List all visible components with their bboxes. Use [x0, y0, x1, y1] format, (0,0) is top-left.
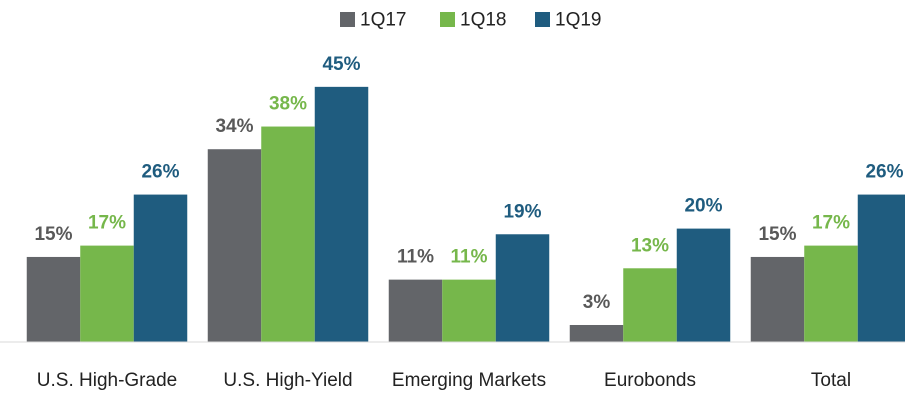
value-label: 13% — [631, 235, 669, 256]
legend-swatch — [340, 12, 355, 27]
legend-label: 1Q17 — [360, 10, 406, 31]
legend-swatch — [535, 12, 550, 27]
value-label: 15% — [758, 224, 796, 245]
value-label: 38% — [269, 94, 307, 115]
bar — [676, 228, 731, 342]
bar — [857, 194, 905, 342]
legend-label: 1Q19 — [555, 10, 601, 31]
value-label: 26% — [865, 162, 903, 183]
bar — [388, 279, 443, 342]
bar — [495, 234, 550, 342]
bar — [569, 324, 624, 342]
bar — [442, 279, 496, 342]
bar — [261, 126, 315, 342]
x-tick-label: Total — [810, 370, 852, 391]
bar — [623, 268, 677, 342]
legend-label: 1Q18 — [460, 10, 506, 31]
value-label: 17% — [88, 213, 126, 234]
bar — [804, 245, 858, 342]
x-tick-label: U.S. High-Yield — [223, 370, 353, 391]
bar — [26, 256, 81, 342]
value-label: 17% — [812, 213, 850, 234]
value-label: 11% — [451, 247, 488, 268]
x-tick-label: Emerging Markets — [391, 370, 547, 391]
bar — [207, 149, 262, 342]
bar — [314, 86, 369, 342]
value-label: 34% — [215, 116, 253, 137]
bar — [750, 256, 805, 342]
value-label: 20% — [684, 196, 722, 217]
bar — [133, 194, 188, 342]
value-label: 3% — [583, 292, 611, 313]
x-tick-label: Eurobonds — [604, 370, 696, 391]
value-label: 15% — [34, 224, 72, 245]
legend-swatch — [440, 12, 455, 27]
bar — [80, 245, 134, 342]
value-label: 11% — [397, 247, 434, 268]
value-label: 19% — [503, 201, 541, 222]
x-tick-label: U.S. High-Grade — [36, 370, 178, 391]
value-label: 45% — [322, 54, 360, 75]
value-label: 26% — [141, 162, 179, 183]
